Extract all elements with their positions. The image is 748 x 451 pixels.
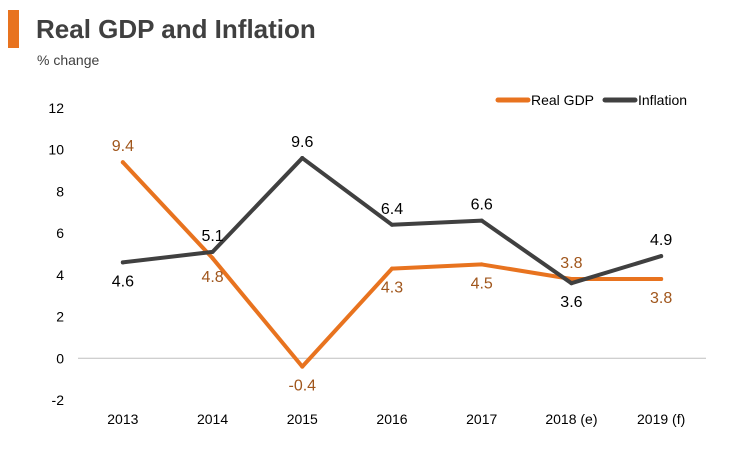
x-tick-label: 2016 (376, 411, 407, 427)
y-tick-label: 4 (56, 267, 64, 283)
data-labels: 9.4 4.8 -0.4 4.3 4.5 3.8 3.8 4.6 5.1 9.6 6.4 6.6 3.6… (112, 134, 673, 395)
data-point-inflation (479, 218, 484, 223)
x-tick-label: 2018 (e) (545, 411, 597, 427)
y-tick-label: 12 (48, 100, 64, 116)
data-point-real-gdp (390, 266, 394, 271)
y-axis: -2 0 2 4 6 8 10 12 (48, 100, 64, 408)
data-point-real-gdp (210, 256, 215, 261)
chart-title: Real GDP and Inflation (36, 14, 316, 44)
chart-subtitle: % change (37, 52, 100, 68)
data-label-inflation: 6.4 (381, 201, 403, 218)
x-axis: 2013 2014 2015 2016 2017 2018 (e) 2019 (f) (107, 411, 685, 427)
data-label-inflation: 5.1 (201, 228, 223, 245)
data-label-real-gdp: 3.8 (560, 255, 582, 272)
x-tick-label: 2019 (f) (637, 411, 685, 427)
data-point-real-gdp (479, 262, 484, 267)
x-tick-label: 2013 (107, 411, 138, 427)
data-label-real-gdp: 4.8 (201, 269, 223, 286)
data-point-real-gdp (300, 364, 305, 369)
data-label-real-gdp: 4.5 (471, 275, 493, 292)
y-tick-label: 2 (56, 309, 64, 325)
data-point-inflation (390, 222, 394, 227)
y-tick-label: 10 (48, 142, 64, 158)
legend: Real GDP Inflation (495, 92, 687, 108)
data-label-real-gdp: 3.8 (650, 290, 672, 307)
x-tick-label: 2014 (197, 411, 228, 427)
series-layer (120, 156, 664, 369)
data-point-real-gdp (569, 277, 574, 282)
data-label-real-gdp: 9.4 (112, 138, 134, 155)
y-tick-label: 0 (56, 350, 64, 366)
x-tick-label: 2017 (466, 411, 497, 427)
data-point-inflation (120, 260, 125, 265)
data-label-inflation: 4.6 (112, 273, 134, 290)
data-point-real-gdp (659, 277, 664, 282)
y-tick-label: 8 (56, 183, 64, 199)
data-point-inflation (210, 249, 215, 254)
data-point-inflation (300, 156, 305, 161)
title-accent-bar (8, 10, 19, 48)
data-label-inflation: 9.6 (291, 134, 313, 151)
y-tick-label: 6 (56, 225, 64, 241)
y-tick-label: -2 (52, 392, 65, 408)
x-tick-label: 2015 (287, 411, 318, 427)
data-point-inflation (659, 254, 664, 259)
legend-label-real-gdp: Real GDP (531, 92, 594, 108)
data-label-inflation: 3.6 (560, 294, 582, 311)
data-label-inflation: 6.6 (471, 197, 493, 214)
data-label-real-gdp: 4.3 (381, 280, 403, 297)
data-label-inflation: 4.9 (650, 232, 672, 249)
legend-label-inflation: Inflation (638, 92, 687, 108)
data-point-inflation (569, 281, 574, 286)
data-point-real-gdp (120, 160, 125, 165)
data-label-real-gdp: -0.4 (288, 378, 316, 395)
